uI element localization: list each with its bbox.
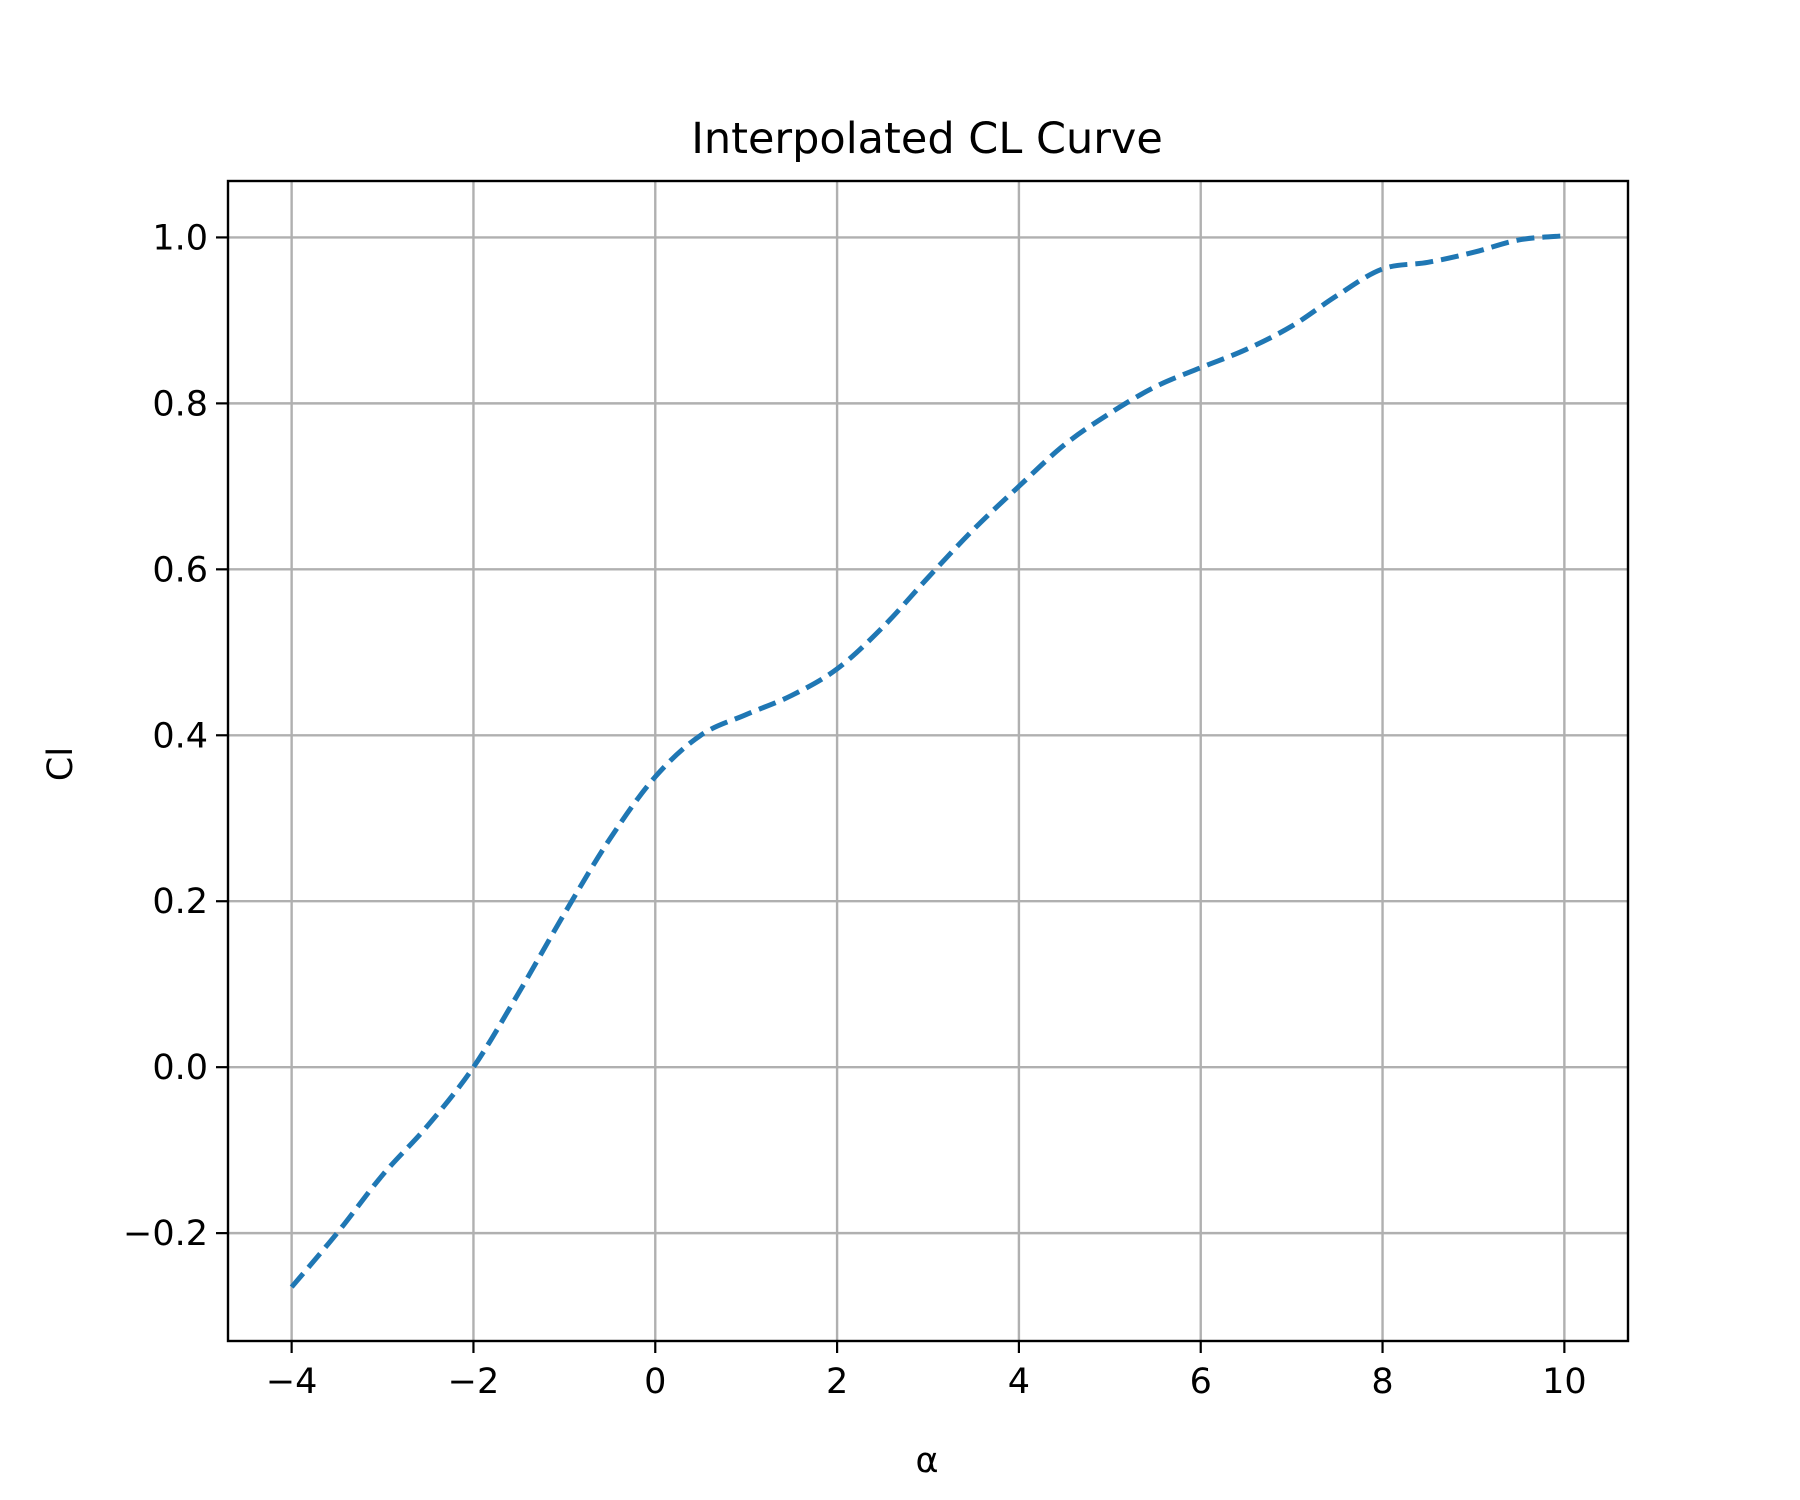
plot-frame bbox=[226, 179, 1630, 1343]
y-tick-label: 0.2 bbox=[152, 882, 208, 922]
y-tick-label: 0.4 bbox=[152, 716, 208, 756]
x-tick-label: 4 bbox=[1008, 1362, 1030, 1402]
x-tick-label: 10 bbox=[1542, 1362, 1587, 1402]
x-tick-label: 6 bbox=[1190, 1362, 1212, 1402]
chart-title: Interpolated CL Curve bbox=[691, 114, 1163, 164]
x-tick-label: −2 bbox=[448, 1362, 500, 1402]
x-tick-label: 0 bbox=[644, 1362, 666, 1402]
y-axis-label: Cl bbox=[41, 747, 81, 781]
x-axis-label: α bbox=[915, 1441, 938, 1481]
y-tick-label: 1.0 bbox=[152, 218, 208, 258]
series-layer bbox=[289, 233, 1565, 1289]
x-tick-label: −4 bbox=[266, 1362, 318, 1402]
x-tick-label: 2 bbox=[826, 1362, 848, 1402]
y-tick-label: 0.6 bbox=[152, 550, 208, 590]
tick-layer: −4 −2 0 2 4 6 8 10 −0.2 0.0 0.2 0.4 0.6 0.8 1.0 bbox=[123, 218, 1587, 1402]
grid-layer bbox=[228, 181, 1628, 1341]
y-tick-label: 0.8 bbox=[152, 384, 208, 424]
x-tick-label: 8 bbox=[1371, 1362, 1393, 1402]
y-tick-label: 0.0 bbox=[152, 1048, 208, 1088]
cl-curve-line bbox=[289, 233, 1565, 1289]
y-tick-label: −0.2 bbox=[123, 1214, 208, 1254]
